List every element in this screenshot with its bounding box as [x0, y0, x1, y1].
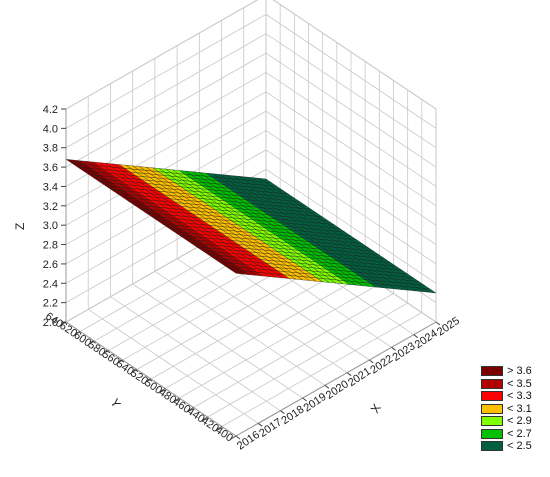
tick-mark	[202, 416, 208, 421]
tick-mark	[413, 334, 419, 339]
tick-mark	[145, 378, 152, 383]
tick-mark	[280, 410, 285, 415]
tick-mark	[188, 407, 194, 411]
legend-swatch	[481, 403, 503, 414]
grid-line	[272, 0, 437, 110]
tick-mark	[324, 384, 330, 389]
tick-mark	[103, 350, 109, 354]
legend-item: < 3.1	[481, 403, 543, 416]
legend-label: > 3.6	[507, 365, 532, 378]
tick-mark	[117, 359, 123, 364]
legend-swatch	[481, 416, 503, 427]
x-axis-label: X	[368, 401, 384, 415]
tick-mark	[346, 372, 352, 377]
legend-swatch	[481, 428, 503, 439]
z-tick-label: 2.0	[43, 317, 58, 329]
grid-line	[265, 91, 437, 207]
legend-swatch	[481, 441, 503, 452]
tick-mark	[257, 422, 263, 427]
legend-item: < 3.5	[481, 378, 543, 391]
grid-line	[221, 312, 423, 427]
y-axis-label: Y	[107, 396, 123, 410]
grid-line	[265, 110, 437, 226]
z-tick-label: 2.8	[43, 240, 58, 252]
tick-mark	[74, 331, 81, 335]
legend-label: < 3.1	[507, 402, 532, 415]
z-tick-label: 2.4	[43, 278, 58, 290]
tick-mark	[435, 321, 441, 326]
grid-line	[65, 52, 267, 168]
legend-item: > 3.6	[481, 365, 543, 378]
grid-line	[65, 0, 259, 110]
z-axis-label: Z	[13, 223, 27, 230]
z-tick-label: 3.4	[43, 181, 58, 193]
box-edge	[235, 321, 437, 437]
tick-mark	[369, 359, 374, 364]
grid-line	[265, 149, 437, 265]
grid-line	[150, 264, 352, 380]
tick-mark	[302, 397, 307, 402]
z-tick-label: 2.6	[43, 259, 58, 271]
tick-mark	[230, 435, 237, 440]
z-tick-label: 4.2	[43, 104, 58, 116]
grid-line	[193, 293, 394, 408]
z-tick-label: 2.2	[43, 298, 58, 310]
legend-item: < 2.7	[481, 428, 543, 441]
grid-line	[179, 283, 380, 399]
tick-mark	[60, 321, 67, 326]
grid-line	[65, 14, 267, 129]
legend-label: < 2.7	[507, 427, 532, 440]
grid-line	[265, 130, 437, 245]
grid-line	[265, 72, 437, 187]
grid-line	[207, 302, 408, 418]
z-tick-label: 4.0	[43, 123, 58, 135]
grid-line	[65, 91, 267, 207]
grid-line	[265, 52, 437, 168]
tick-mark	[391, 346, 396, 351]
tick-mark	[89, 340, 95, 345]
surface-mesh	[65, 159, 437, 294]
legend-swatch	[481, 378, 503, 389]
grid-line	[265, 33, 437, 149]
z-tick-label: 3.2	[43, 201, 58, 213]
tick-mark	[216, 426, 223, 430]
z-tick-label: 3.0	[43, 220, 58, 232]
legend-item: < 2.5	[481, 440, 543, 453]
grid-line	[265, 14, 437, 129]
x-tick-label: 2025	[435, 315, 462, 339]
legend-label: < 2.9	[507, 415, 532, 428]
tick-mark	[131, 369, 138, 373]
grid-line	[164, 274, 366, 389]
tick-mark	[159, 388, 166, 392]
tick-mark	[235, 435, 241, 440]
grid-line	[65, 33, 267, 149]
legend-swatch	[481, 391, 503, 402]
grid-line	[65, 110, 267, 226]
tick-mark	[174, 397, 180, 402]
legend-label: < 2.5	[507, 440, 532, 453]
grid-line	[265, 168, 437, 284]
legend-label: < 3.3	[507, 390, 532, 403]
legend: > 3.6 < 3.5 < 3.3 < 3.1 < 2.9 < 2.7 < 2.…	[481, 365, 543, 453]
legend-item: < 3.3	[481, 390, 543, 403]
z-tick-label: 3.6	[43, 162, 58, 174]
legend-item: < 2.9	[481, 415, 543, 428]
z-tick-label: 3.8	[43, 143, 58, 155]
surface-cell	[423, 288, 437, 294]
legend-swatch	[481, 366, 503, 377]
legend-label: < 3.5	[507, 377, 532, 390]
